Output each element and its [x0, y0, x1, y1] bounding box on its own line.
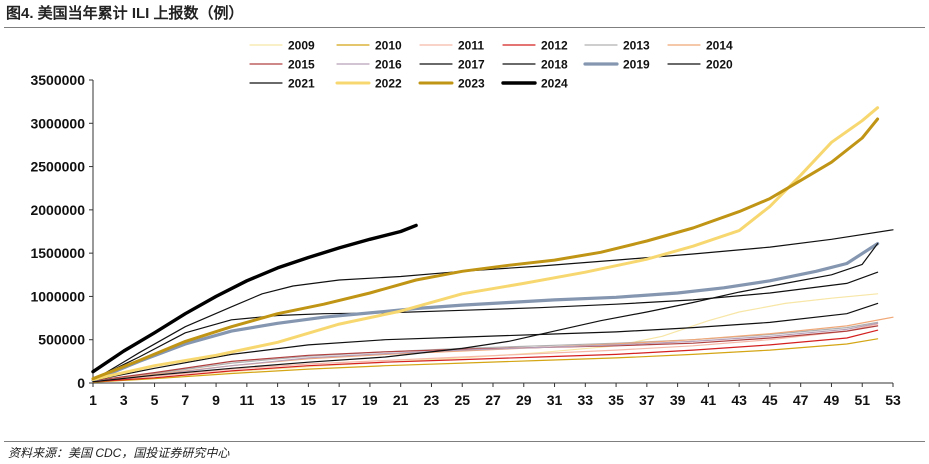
x-tick-label: 51 — [854, 392, 870, 408]
legend: 2009 2010 2011 2012 2013 2014 2015 2016 2017 2018… — [249, 39, 733, 91]
series-line-2024 — [91, 223, 418, 374]
legend-label-2020: 2020 — [706, 58, 733, 72]
legend-label-2014: 2014 — [706, 39, 733, 53]
legend-label-2022: 2022 — [375, 77, 402, 91]
series-line-2010 — [92, 338, 879, 383]
y-tick-label: 2500000 — [30, 159, 85, 175]
chart-title: 图4. 美国当年累计 ILI 上报数（例） — [6, 5, 244, 22]
series-line-2012 — [92, 329, 879, 383]
x-tick-label: 53 — [885, 392, 901, 408]
x-tick-label: 43 — [731, 392, 747, 408]
legend-label-2019: 2019 — [623, 58, 650, 72]
x-axis: 1 3 5 7 9 11 13 15 17 19 21 23 25 27 29 31 33 35 37 39 41 43 4… — [89, 382, 901, 408]
legend-label-2021: 2021 — [288, 77, 315, 91]
x-tick-label: 9 — [212, 392, 220, 408]
legend-label-2015: 2015 — [288, 58, 315, 72]
legend-label-2016: 2016 — [375, 58, 402, 72]
series-line-2020 — [92, 243, 879, 383]
x-tick-label: 41 — [701, 392, 717, 408]
legend-label-2017: 2017 — [458, 58, 485, 72]
x-tick-label: 7 — [181, 392, 189, 408]
x-tick-label: 31 — [547, 392, 563, 408]
x-tick-label: 37 — [639, 392, 655, 408]
series-line-2022 — [91, 106, 880, 381]
y-tick-label: 3500000 — [30, 72, 85, 88]
x-tick-label: 13 — [270, 392, 286, 408]
x-tick-label: 47 — [793, 392, 809, 408]
legend-label-2024: 2024 — [541, 77, 568, 91]
series-line-2019 — [91, 242, 880, 382]
top-rule — [4, 27, 925, 28]
legend-label-2009: 2009 — [288, 39, 315, 53]
x-tick-label: 19 — [362, 392, 378, 408]
source-note: 资料来源：美国 CDC，国投证券研究中心 — [8, 446, 230, 460]
x-tick-label: 39 — [670, 392, 686, 408]
y-axis: 0 500000 1000000 1500000 2000000 2500000 30000… — [30, 72, 94, 391]
bottom-rule — [4, 441, 925, 442]
y-tick-label: 0 — [77, 375, 85, 391]
y-tick-label: 500000 — [38, 332, 85, 348]
x-tick-label: 1 — [89, 392, 97, 408]
x-tick-label: 29 — [516, 392, 532, 408]
x-tick-label: 17 — [331, 392, 347, 408]
series-line-2009 — [92, 293, 879, 382]
x-tick-label: 49 — [824, 392, 840, 408]
line-chart: 2009 2010 2011 2012 2013 2014 2015 2016 2017 2018… — [30, 39, 901, 409]
legend-label-2018: 2018 — [541, 58, 568, 72]
series-line-2017 — [92, 302, 879, 381]
x-tick-label: 15 — [301, 392, 317, 408]
y-tick-label: 1000000 — [30, 288, 85, 304]
legend-label-2012: 2012 — [541, 39, 568, 53]
x-tick-label: 5 — [151, 392, 159, 408]
x-tick-label: 3 — [120, 392, 128, 408]
legend-label-2011: 2011 — [458, 39, 484, 53]
series-line-2023 — [91, 117, 880, 381]
series-line-2011 — [92, 323, 879, 383]
series-layer — [91, 106, 894, 383]
x-tick-label: 21 — [393, 392, 409, 408]
x-tick-label: 25 — [454, 392, 470, 408]
legend-label-2023: 2023 — [458, 77, 485, 91]
legend-label-2013: 2013 — [623, 39, 650, 53]
x-tick-label: 33 — [578, 392, 594, 408]
series-line-2016 — [92, 322, 879, 382]
y-tick-label: 3000000 — [30, 115, 85, 131]
series-line-2021 — [92, 229, 894, 381]
x-tick-label: 23 — [424, 392, 440, 408]
y-tick-label: 2000000 — [30, 202, 85, 218]
series-line-2018 — [92, 271, 879, 381]
x-tick-label: 35 — [608, 392, 624, 408]
x-tick-label: 45 — [762, 392, 778, 408]
series-line-2013 — [92, 321, 879, 382]
x-tick-label: 27 — [485, 392, 501, 408]
legend-label-2010: 2010 — [375, 39, 402, 53]
x-tick-label: 11 — [239, 392, 254, 408]
y-tick-label: 1500000 — [30, 245, 85, 261]
